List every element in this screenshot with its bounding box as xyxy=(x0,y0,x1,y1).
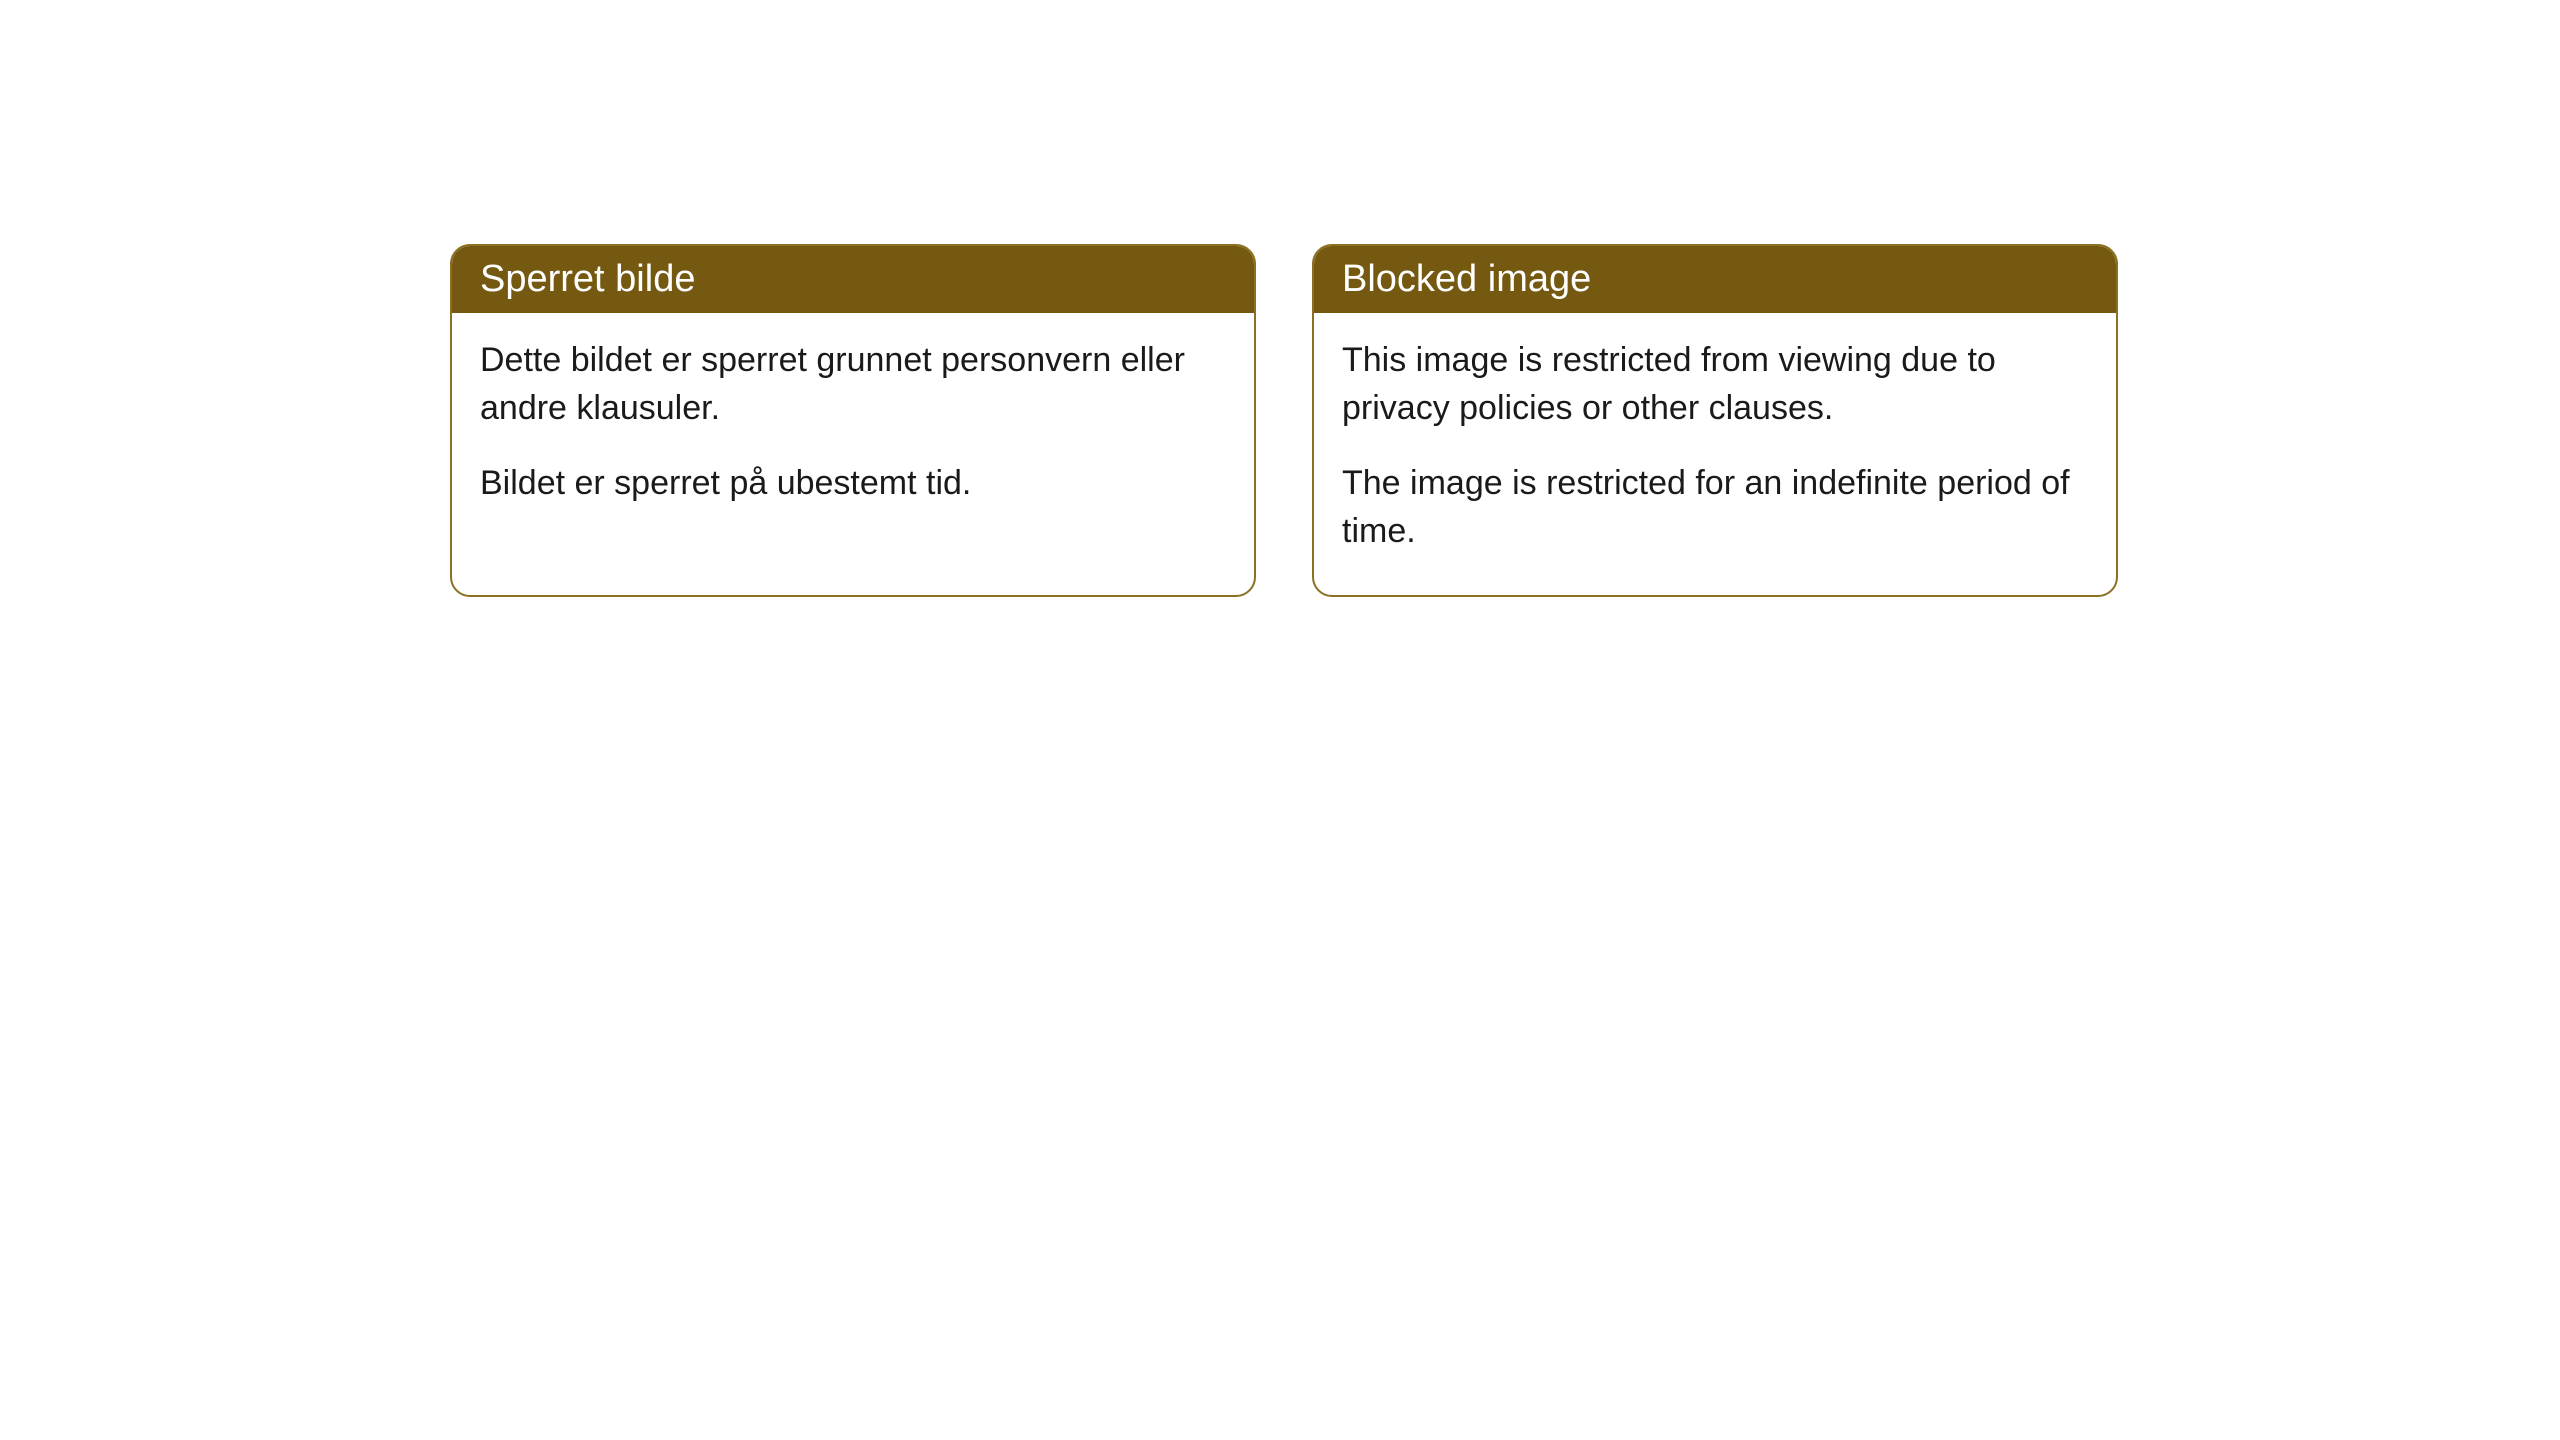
notice-card-container: Sperret bilde Dette bildet er sperret gr… xyxy=(450,244,2118,597)
card-body: This image is restricted from viewing du… xyxy=(1314,313,2116,595)
blocked-image-card-english: Blocked image This image is restricted f… xyxy=(1312,244,2118,597)
card-paragraph: Dette bildet er sperret grunnet personve… xyxy=(480,337,1226,432)
card-title: Blocked image xyxy=(1342,258,1591,300)
card-header: Blocked image xyxy=(1314,246,2116,313)
card-body: Dette bildet er sperret grunnet personve… xyxy=(452,313,1254,548)
card-title: Sperret bilde xyxy=(480,258,695,300)
card-paragraph: The image is restricted for an indefinit… xyxy=(1342,460,2088,555)
card-paragraph: Bildet er sperret på ubestemt tid. xyxy=(480,460,1226,508)
card-paragraph: This image is restricted from viewing du… xyxy=(1342,337,2088,432)
card-header: Sperret bilde xyxy=(452,246,1254,313)
blocked-image-card-norwegian: Sperret bilde Dette bildet er sperret gr… xyxy=(450,244,1256,597)
